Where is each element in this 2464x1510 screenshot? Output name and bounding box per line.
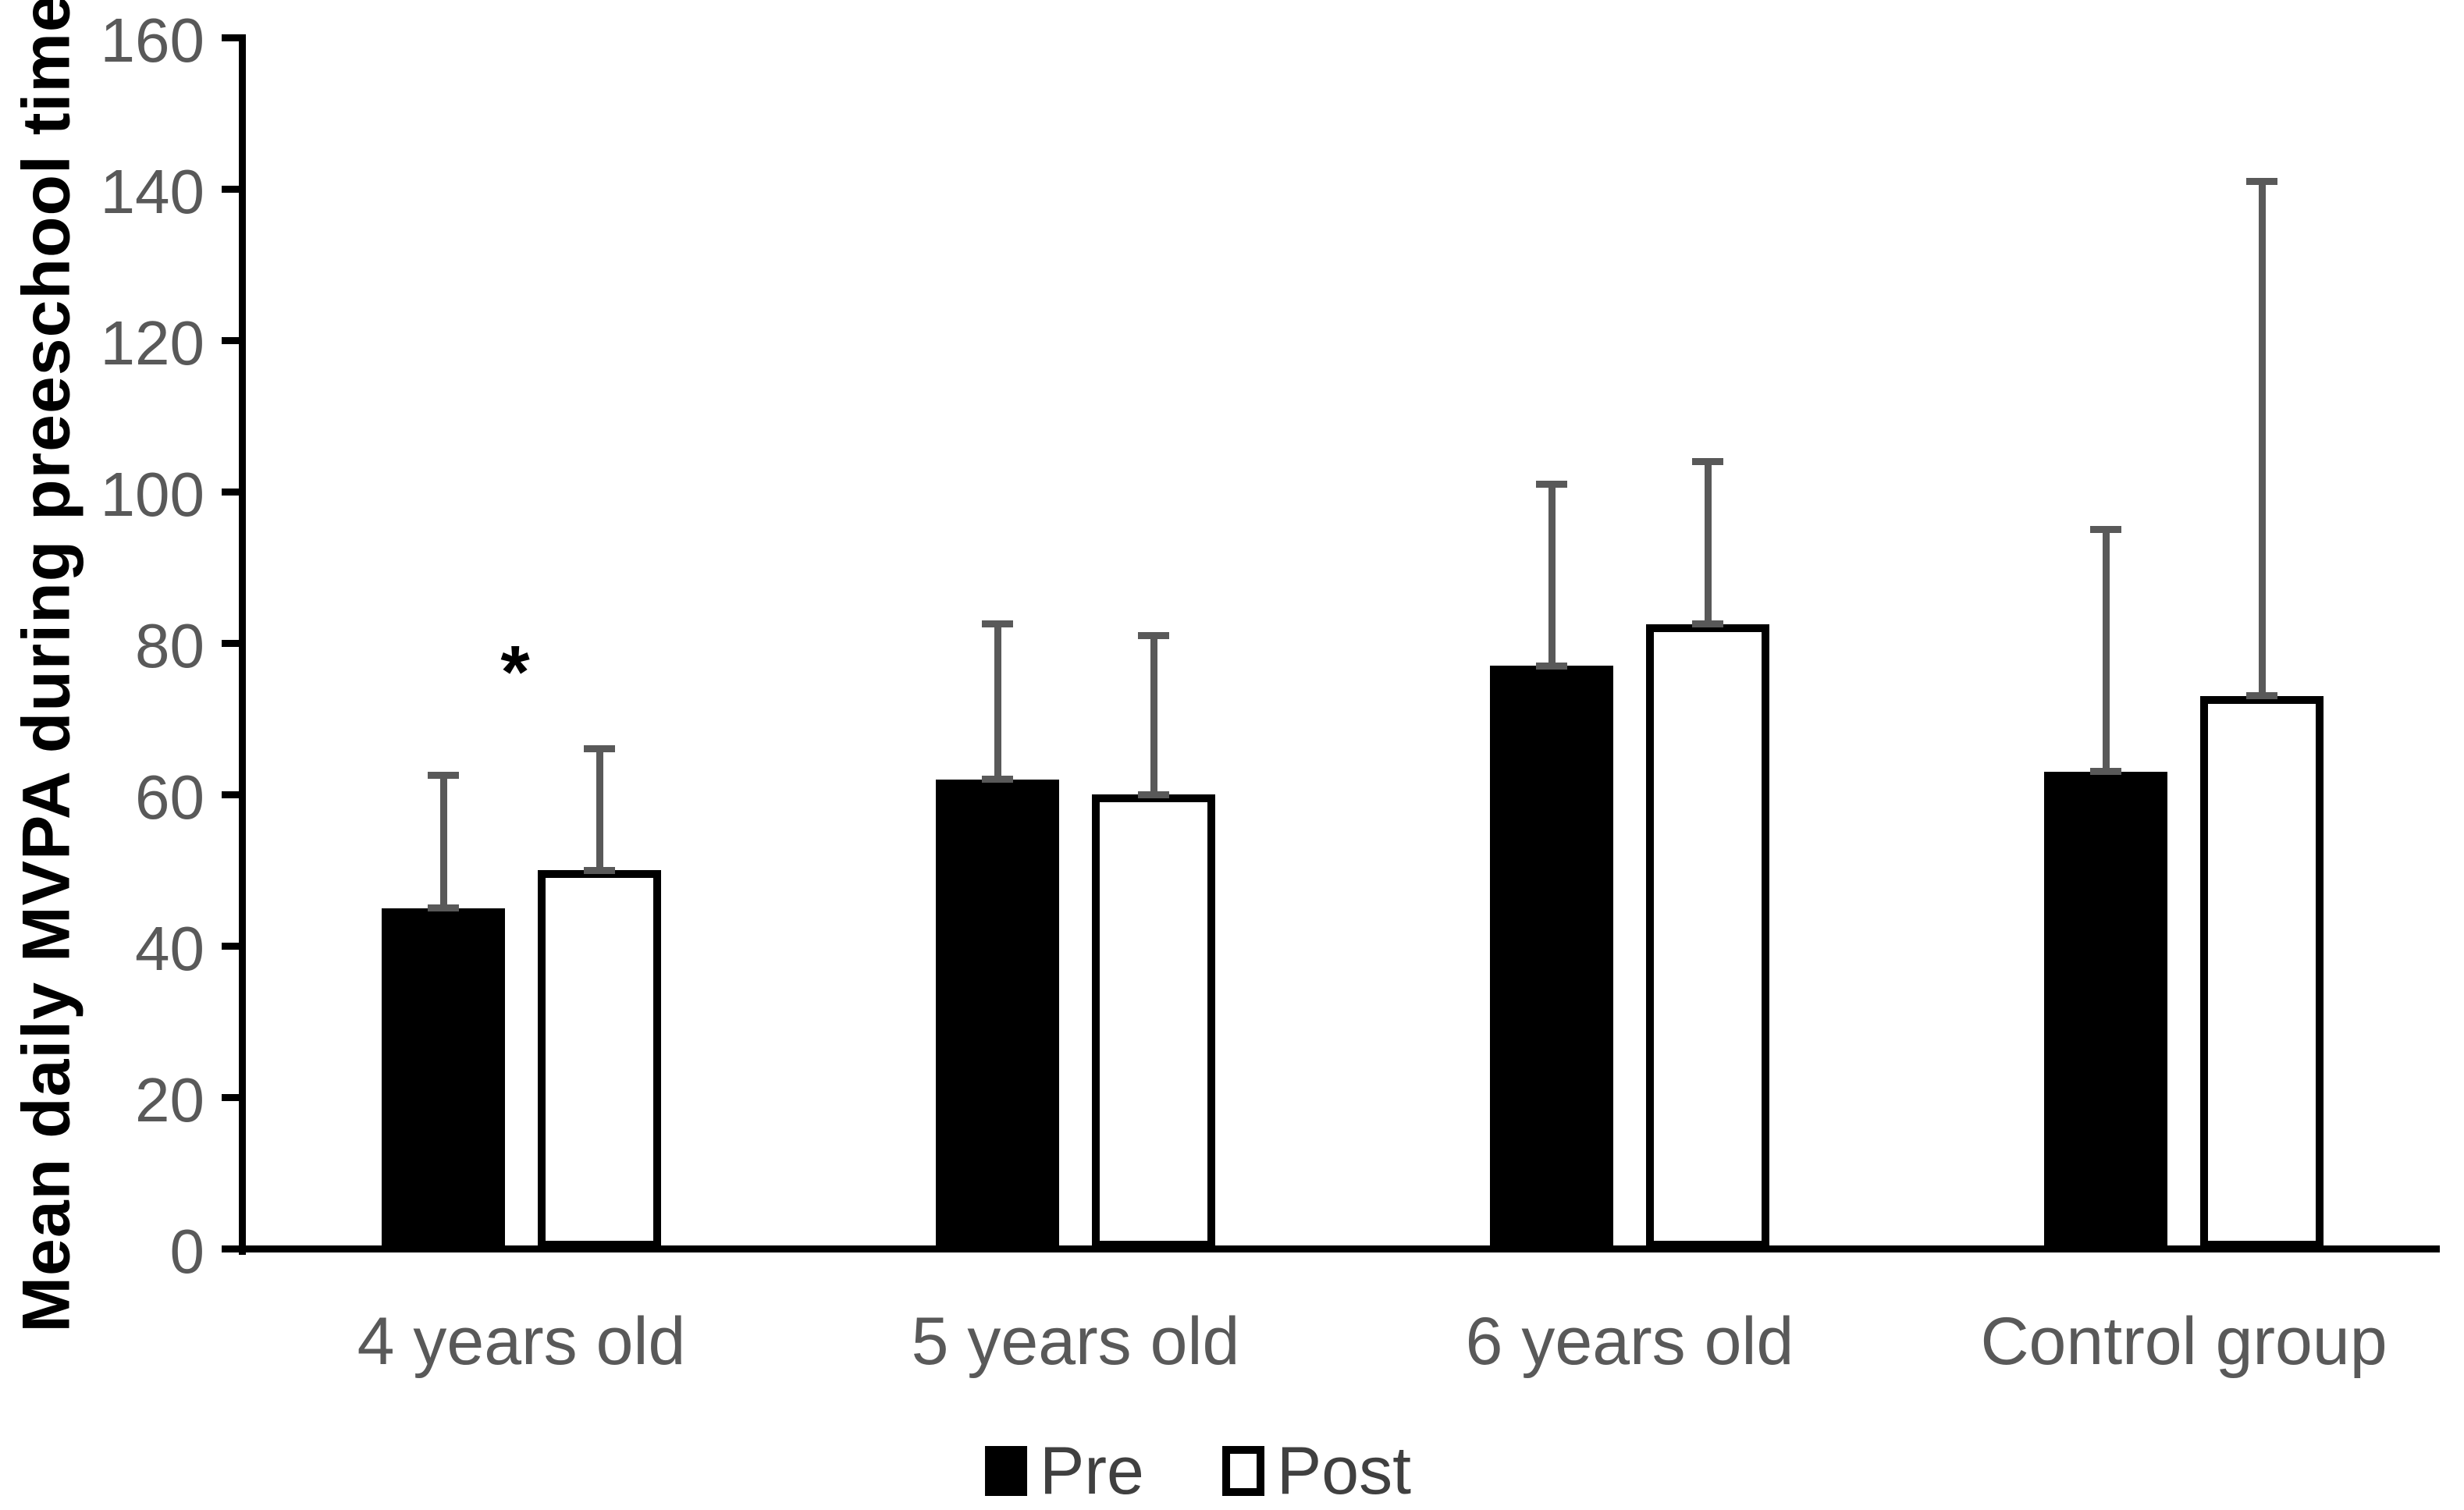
error-bar-cap-bottom xyxy=(982,776,1013,783)
error-bar-cap-bottom xyxy=(2090,768,2121,776)
error-bar-cap-top xyxy=(428,772,459,780)
y-tick-label: 120 xyxy=(100,308,204,378)
error-bar-cap-bottom xyxy=(2246,692,2277,700)
error-bar-cap-bottom xyxy=(1138,791,1169,798)
y-tick-mark xyxy=(222,639,242,647)
bar-pre-3 xyxy=(1490,666,1613,1249)
bar-pre-4 xyxy=(2044,771,2167,1249)
bar-post-3 xyxy=(1646,624,1769,1249)
error-bar-cap-bottom xyxy=(1692,620,1723,628)
bar-post-4 xyxy=(2200,695,2324,1249)
legend: Pre Post xyxy=(985,1437,1411,1505)
legend-label-post: Post xyxy=(1276,1434,1411,1508)
y-tick-mark xyxy=(222,942,242,950)
y-tick-mark xyxy=(222,336,242,344)
legend-label-pre: Pre xyxy=(1040,1434,1144,1508)
error-bar-line xyxy=(2258,181,2266,696)
x-category-label: 4 years old xyxy=(357,1304,686,1379)
error-bar-line xyxy=(439,775,447,908)
error-bar-cap-bottom xyxy=(1536,662,1567,670)
error-bar-line xyxy=(1548,484,1556,666)
bar-post-1 xyxy=(538,870,661,1249)
y-tick-mark xyxy=(222,791,242,798)
y-axis-line xyxy=(239,34,246,1255)
error-bar-cap-top xyxy=(2090,526,2121,533)
bar-pre-2 xyxy=(936,779,1059,1249)
y-tick-label: 160 xyxy=(100,5,204,75)
y-tick-label: 100 xyxy=(100,460,204,529)
error-bar-cap-top xyxy=(1138,631,1169,639)
error-bar-cap-bottom xyxy=(428,904,459,911)
bar-pre-1 xyxy=(382,908,505,1249)
error-bar-cap-top xyxy=(584,745,615,753)
legend-item-post: Post xyxy=(1221,1434,1411,1508)
error-bar-line xyxy=(2102,529,2110,772)
error-bar-cap-top xyxy=(2246,177,2277,185)
x-category-label: Control group xyxy=(1980,1304,2388,1379)
y-tick-mark xyxy=(222,1245,242,1252)
error-bar-line xyxy=(1704,461,1712,624)
y-tick-label: 60 xyxy=(135,762,204,832)
error-bar-cap-top xyxy=(1536,480,1567,488)
error-bar-cap-top xyxy=(982,620,1013,628)
y-tick-label: 0 xyxy=(169,1217,205,1286)
y-tick-mark xyxy=(222,34,242,41)
y-tick-mark xyxy=(222,488,242,496)
legend-swatch-post xyxy=(1221,1446,1264,1496)
y-tick-label: 80 xyxy=(135,611,204,680)
error-bar-line xyxy=(596,748,603,870)
significance-asterisk: * xyxy=(500,631,530,714)
error-bar-line xyxy=(1150,635,1157,794)
x-axis-line xyxy=(239,1245,2440,1252)
bar-post-2 xyxy=(1092,794,1215,1249)
error-bar-line xyxy=(994,624,1001,780)
legend-item-pre: Pre xyxy=(985,1437,1144,1505)
error-bar-cap-bottom xyxy=(584,866,615,874)
y-tick-mark xyxy=(222,1093,242,1101)
error-bar-cap-top xyxy=(1692,457,1723,465)
y-tick-mark xyxy=(222,185,242,193)
x-category-label: 6 years old xyxy=(1465,1304,1794,1379)
y-tick-label: 40 xyxy=(135,914,204,983)
x-category-label: 5 years old xyxy=(911,1304,1240,1379)
legend-swatch-pre xyxy=(985,1446,1028,1496)
y-tick-label: 20 xyxy=(135,1065,204,1135)
y-tick-label: 140 xyxy=(100,157,204,226)
